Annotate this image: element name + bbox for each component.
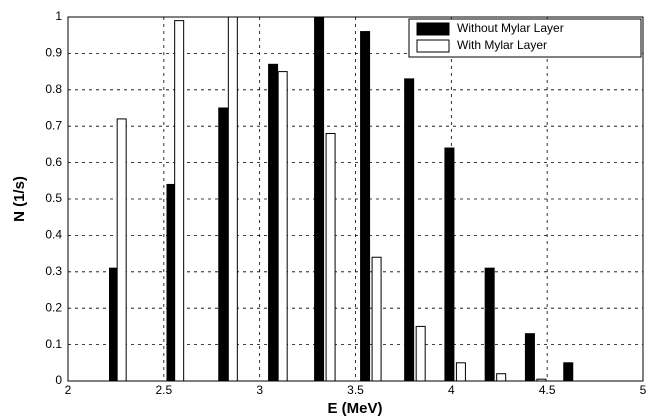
y-tick-label: 0.4	[45, 228, 62, 242]
y-tick-label: 0.9	[45, 46, 62, 60]
bar	[536, 378, 547, 382]
bar	[116, 118, 127, 382]
y-axis-label: N (1/s)	[11, 176, 28, 222]
y-tick-label: 0.7	[45, 118, 62, 132]
legend-swatch	[416, 22, 450, 36]
bar	[174, 20, 185, 382]
x-tick-label: 2	[65, 383, 72, 397]
legend-label: With Mylar Layer	[457, 38, 547, 52]
y-tick-label: 0.5	[45, 191, 62, 205]
y-tick-label: 0.6	[45, 155, 62, 169]
y-tick-label: 0	[55, 373, 62, 387]
bar	[277, 71, 288, 382]
x-axis-label: E (MeV)	[327, 400, 382, 417]
x-tick-label: 4.5	[539, 383, 556, 397]
y-tick-label: 0.2	[45, 300, 62, 314]
y-tick-label: 0.1	[45, 337, 62, 351]
bar	[484, 267, 495, 382]
bar	[325, 132, 336, 382]
bar	[524, 333, 535, 382]
x-tick-label: 2.5	[155, 383, 172, 397]
bar	[444, 147, 455, 382]
x-tick-label: 3	[256, 383, 263, 397]
bar	[455, 362, 466, 382]
bar	[404, 78, 415, 382]
bar	[218, 107, 229, 382]
plot-frame	[67, 16, 644, 382]
y-tick-label: 0.3	[45, 264, 62, 278]
bar	[415, 325, 426, 382]
bar	[314, 16, 325, 382]
bar	[360, 31, 371, 382]
bar	[268, 63, 279, 382]
x-tick-label: 5	[640, 383, 647, 397]
x-tick-label: 3.5	[347, 383, 364, 397]
y-tick-label: 0.8	[45, 82, 62, 96]
x-tick-label: 4	[448, 383, 455, 397]
y-tick-label: 1	[55, 9, 62, 23]
legend-swatch	[416, 39, 450, 53]
bar	[563, 362, 574, 382]
bar	[371, 256, 382, 382]
bar	[227, 16, 238, 382]
bar	[496, 373, 507, 382]
legend-label: Without Mylar Layer	[457, 21, 564, 35]
